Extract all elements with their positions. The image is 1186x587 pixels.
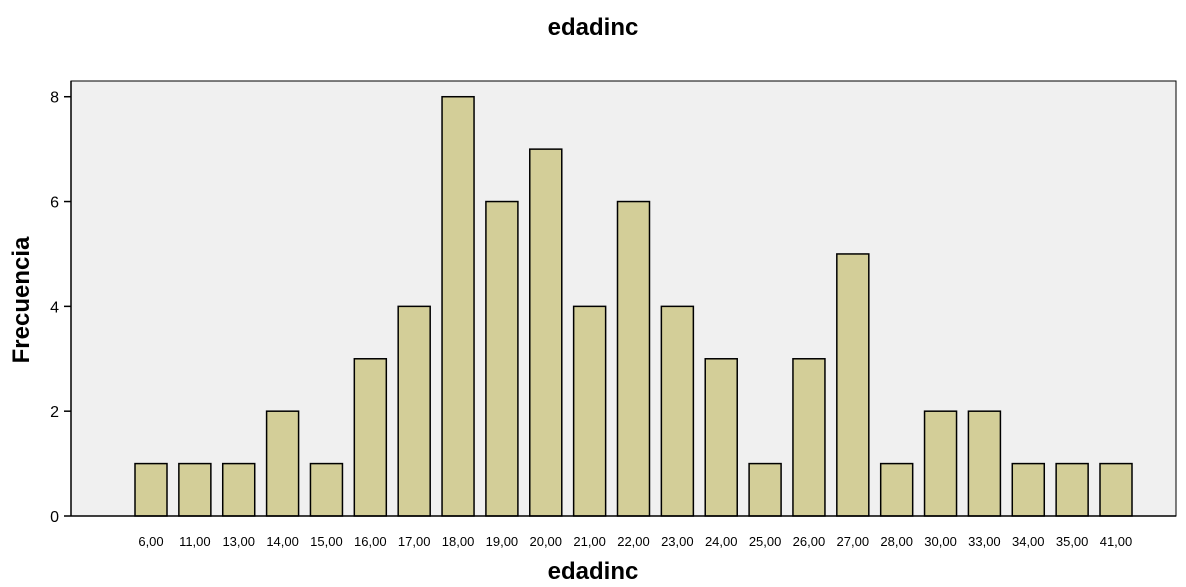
- x-tick-label: 18,00: [442, 534, 475, 549]
- bars-group: [134, 95, 1133, 517]
- bar-18,00: [441, 95, 475, 517]
- bar-11,00: [178, 462, 212, 517]
- y-axis-title: Frecuencia: [8, 236, 35, 364]
- x-tick-label: 30,00: [924, 534, 957, 549]
- x-ticks-group: 6,00 11,00 13,00 14,00 15,00 16,00 17,00 18,00 1…: [138, 534, 1132, 549]
- bar-27,00: [836, 253, 870, 517]
- bar-41,00: [1099, 462, 1133, 517]
- bar-34,00: [1011, 462, 1046, 517]
- x-tick-label: 14,00: [266, 534, 299, 549]
- x-tick-label: 17,00: [398, 534, 431, 549]
- bar-33,00: [967, 410, 1002, 517]
- y-ticks-group: 0 2 4 6 8: [50, 90, 71, 526]
- x-tick-label: 21,00: [573, 534, 606, 549]
- axes-group: [70, 81, 1176, 517]
- x-axis-title: edadinc: [547, 558, 639, 585]
- x-tick-label: 24,00: [705, 534, 738, 549]
- chart-title: edadinc: [547, 14, 639, 41]
- x-tick-label: 34,00: [1012, 534, 1045, 549]
- x-tick-label: 16,00: [354, 534, 387, 549]
- x-tick-label: 28,00: [880, 534, 913, 549]
- x-tick-label: 27,00: [837, 534, 870, 549]
- bar-19,00: [485, 200, 519, 517]
- x-tick-label: 41,00: [1100, 534, 1133, 549]
- bar-21,00: [572, 305, 607, 517]
- bar-20,00: [529, 148, 563, 517]
- y-tick-label: 4: [50, 299, 59, 316]
- bar-30,00: [923, 410, 958, 517]
- bar-6,00: [134, 462, 168, 517]
- bar-23,00: [660, 305, 695, 517]
- bar-15,00: [309, 462, 344, 517]
- x-tick-label: 33,00: [968, 534, 1001, 549]
- x-tick-label: 26,00: [793, 534, 826, 549]
- y-tick-label: 0: [50, 509, 59, 526]
- x-tick-label: 35,00: [1056, 534, 1089, 549]
- y-tick-label: 6: [50, 195, 59, 212]
- x-tick-label: 25,00: [749, 534, 782, 549]
- x-tick-label: 11,00: [179, 534, 211, 549]
- bar-14,00: [265, 410, 300, 517]
- x-tick-label: 20,00: [529, 534, 562, 549]
- bar-25,00: [748, 462, 782, 517]
- bar-24,00: [704, 358, 738, 517]
- x-tick-label: 23,00: [661, 534, 694, 549]
- x-tick-label: 19,00: [486, 534, 519, 549]
- y-tick-label: 8: [50, 90, 59, 107]
- bar-13,00: [221, 462, 256, 517]
- bar-16,00: [353, 358, 388, 517]
- bar-22,00: [616, 200, 651, 517]
- x-tick-label: 15,00: [310, 534, 343, 549]
- bar-17,00: [397, 305, 431, 517]
- x-tick-label: 13,00: [222, 534, 255, 549]
- x-tick-label: 6,00: [138, 534, 163, 549]
- bar-28,00: [879, 462, 914, 517]
- bar-35,00: [1055, 462, 1089, 517]
- x-tick-label: 22,00: [617, 534, 650, 549]
- y-tick-label: 2: [50, 404, 59, 421]
- bar-26,00: [792, 358, 826, 517]
